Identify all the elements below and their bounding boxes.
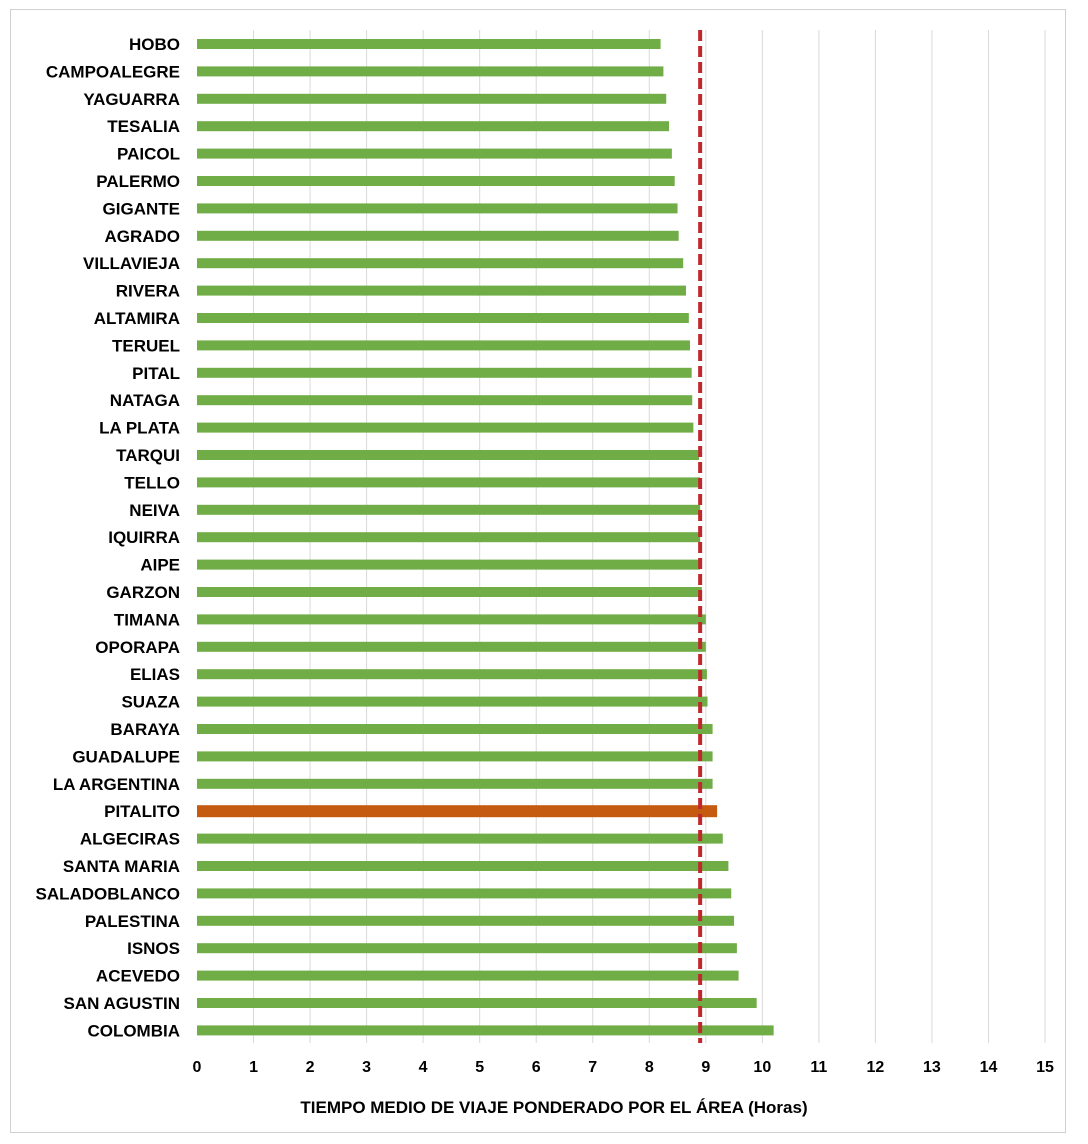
bar-la-plata [197,422,694,433]
category-labels: HOBO CAMPOALEGRE YAGUARRA TESALIA PAICOL PALE… [36,35,181,1040]
x-tick-label: 5 [475,1059,484,1076]
category-label: SUAZA [121,693,180,712]
x-tick-label: 0 [193,1059,202,1076]
bar-isnos [197,943,737,954]
bar-hobo [197,39,661,49]
bar-neiva [197,504,701,515]
bar-tello [197,477,701,488]
category-label: CAMPOALEGRE [46,62,180,81]
bar-guadalupe [197,751,713,762]
x-tick-label: 1 [249,1059,258,1076]
bar-nataga [197,395,693,406]
x-tick-label: 11 [810,1059,827,1076]
x-tick-labels: 0 1 2 3 4 5 6 7 8 9 10 11 12 13 14 15 [193,1059,1054,1076]
bar-tesalia [197,121,670,132]
category-label: RIVERA [116,282,180,301]
category-label: NATAGA [110,391,180,410]
category-label: GUADALUPE [72,747,180,766]
category-label: AGRADO [104,227,180,246]
category-label: ELIAS [130,665,180,684]
bar-palestina [197,915,735,926]
bar-campoalegre [197,66,664,77]
category-label: TESALIA [107,117,180,136]
bar-aipe [197,559,701,570]
category-label: SANTA MARIA [63,857,180,876]
bar-pital [197,367,692,378]
bar-san-agustin [197,998,757,1008]
bar-rivera [197,285,687,296]
category-label: PALERMO [96,172,180,191]
category-label: ALTAMIRA [94,309,180,328]
bar-acevedo [197,970,739,981]
x-tick-label: 15 [1036,1059,1054,1076]
category-label: ISNOS [127,939,180,958]
category-label: NEIVA [129,501,180,520]
category-label: TARQUI [116,446,180,465]
x-tick-label: 6 [532,1059,541,1076]
category-label: COLOMBIA [87,1021,180,1040]
category-label: TIMANA [114,610,180,629]
bar-elias [197,669,707,680]
bar-colombia [197,1025,774,1036]
category-label: GIGANTE [103,199,180,218]
bar-tarqui [197,450,700,460]
bar-villavieja [197,258,684,269]
x-tick-label: 10 [753,1059,771,1076]
x-axis-title: TIEMPO MEDIO DE VIAJE PONDERADO POR EL Á… [300,1098,807,1117]
bar-gigante [197,203,678,214]
bar-altamira [197,313,689,323]
bar-algeciras [197,833,723,844]
bar-oporapa [197,641,706,652]
bar-timana [197,614,706,625]
x-tick-label: 3 [362,1059,371,1076]
category-label: VILLAVIEJA [83,254,180,273]
category-label: TERUEL [112,336,180,355]
grid-lines [253,30,1046,1043]
category-label: SAN AGUSTIN [64,994,181,1013]
bar-paicol [197,148,672,159]
bar-agrado [197,230,679,241]
category-label: YAGUARRA [83,90,180,109]
category-label: OPORAPA [95,638,180,657]
category-label: SALADOBLANCO [36,884,181,903]
category-label: GARZON [106,583,180,602]
bar-baraya [197,724,713,734]
category-label: PITAL [132,364,180,383]
category-label: ACEVEDO [96,967,180,986]
bar-pitalito [197,805,718,818]
category-label: ALGECIRAS [80,830,180,849]
x-tick-label: 13 [923,1059,941,1076]
bars [197,39,774,1036]
x-tick-label: 2 [306,1059,315,1076]
x-tick-label: 8 [645,1059,654,1076]
category-label: PAICOL [117,145,180,164]
bar-yaguarra [197,93,667,104]
x-tick-label: 4 [419,1059,428,1076]
category-label: TELLO [124,473,180,492]
x-tick-label: 12 [867,1059,885,1076]
category-label: LA PLATA [99,419,180,438]
category-label: IQUIRRA [108,528,180,547]
x-tick-label: 7 [588,1059,597,1076]
bar-garzon [197,587,702,597]
category-label: AIPE [140,556,180,575]
x-tick-label: 9 [701,1059,710,1076]
bar-saladoblanco [197,888,732,899]
bar-la-argentina [197,778,713,789]
bar-iquirra [197,532,701,543]
category-label: HOBO [129,35,180,54]
bar-palermo [197,176,675,186]
category-label: LA ARGENTINA [53,775,180,794]
category-label: PALESTINA [85,912,180,931]
bar-teruel [197,340,690,351]
x-tick-label: 14 [980,1059,998,1076]
category-label: PITALITO [104,802,180,821]
bar-santa-maria [197,861,729,871]
category-label: BARAYA [110,720,180,739]
bar-suaza [197,696,708,707]
